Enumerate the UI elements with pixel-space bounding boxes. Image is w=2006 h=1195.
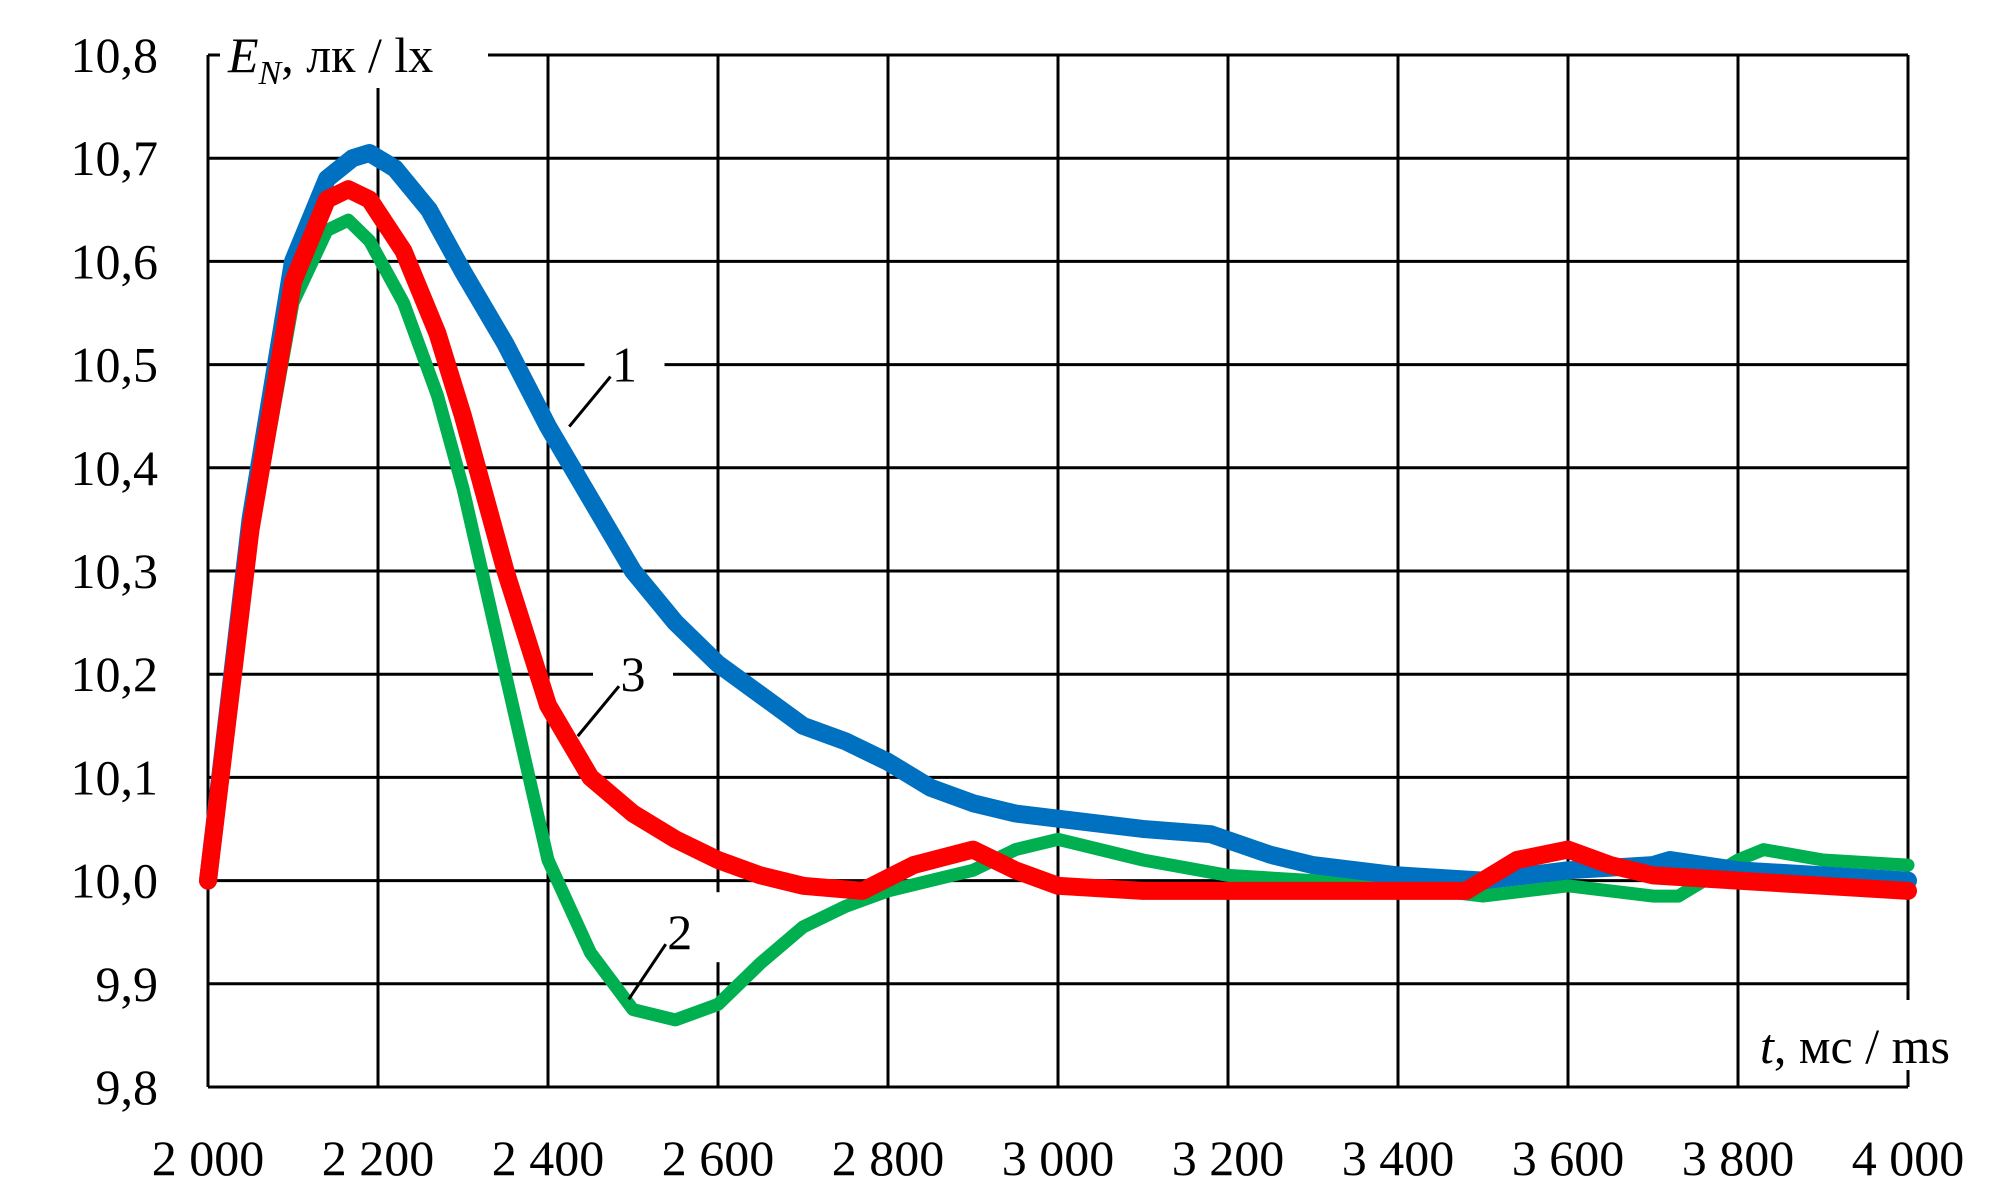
- x-tick-label: 2 000: [152, 1130, 265, 1186]
- series-line-1: [199, 144, 1917, 890]
- annotation-leader: [568, 375, 612, 428]
- series-group: [199, 144, 1917, 1027]
- x-tick-label: 4 000: [1852, 1130, 1965, 1186]
- x-axis-var: t: [1760, 1018, 1775, 1074]
- y-tick-label: 9,8: [96, 1059, 159, 1115]
- x-axis-units: , мс / ms: [1774, 1018, 1950, 1074]
- x-tick-label: 3 600: [1512, 1130, 1625, 1186]
- svg-text:EN, лк / lx: EN, лк / lx: [227, 27, 433, 92]
- x-tick-label: 3 400: [1342, 1130, 1455, 1186]
- x-tick-label: 2 400: [492, 1130, 605, 1186]
- y-axis-var: E: [227, 27, 259, 83]
- y-axis-sub: N: [258, 55, 284, 92]
- grid: [206, 53, 1910, 1089]
- y-tick-label: 10,3: [71, 543, 159, 599]
- x-tick-label: 3 000: [1002, 1130, 1115, 1186]
- annotation-label: 3: [621, 646, 646, 702]
- annotation-leader: [627, 943, 667, 1001]
- tick-labels: 2 000 2 200 2 400 2 600 2 800 3 000 3 200 3 400…: [71, 27, 1965, 1186]
- y-tick-label: 10,5: [71, 337, 159, 393]
- svg-text:t, мс / ms: t, мс / ms: [1760, 1018, 1950, 1074]
- annotation-bg: [593, 634, 673, 705]
- y-tick-label: 10,4: [71, 440, 159, 496]
- series-line-3: [199, 180, 1917, 900]
- y-tick-label: 10,2: [71, 646, 159, 702]
- series-line-2: [201, 213, 1915, 1027]
- annotation-bg: [639, 892, 720, 963]
- x-tick-label: 2 600: [662, 1130, 775, 1186]
- annotation-leader: [576, 685, 621, 738]
- y-tick-label: 10,1: [71, 749, 159, 805]
- x-tick-label: 2 200: [322, 1130, 435, 1186]
- y-tick-label: 9,9: [96, 956, 159, 1012]
- x-tick-label: 2 800: [832, 1130, 945, 1186]
- annotations: 1 3 2: [568, 324, 720, 1001]
- y-axis-units: , лк / lx: [281, 27, 433, 83]
- x-tick-label: 3 200: [1172, 1130, 1285, 1186]
- annotation-label: 1: [612, 337, 637, 393]
- annotation-label: 2: [667, 904, 692, 960]
- y-tick-label: 10,8: [71, 27, 159, 83]
- y-axis-title: EN, лк / lx: [220, 22, 488, 92]
- y-tick-label: 10,6: [71, 233, 159, 289]
- x-tick-label: 3 800: [1682, 1130, 1795, 1186]
- annotation-bg: [584, 324, 665, 395]
- y-tick-label: 10,0: [71, 853, 159, 909]
- y-tick-label: 10,7: [71, 130, 159, 186]
- x-axis-title: t, мс / ms: [1745, 1000, 2006, 1074]
